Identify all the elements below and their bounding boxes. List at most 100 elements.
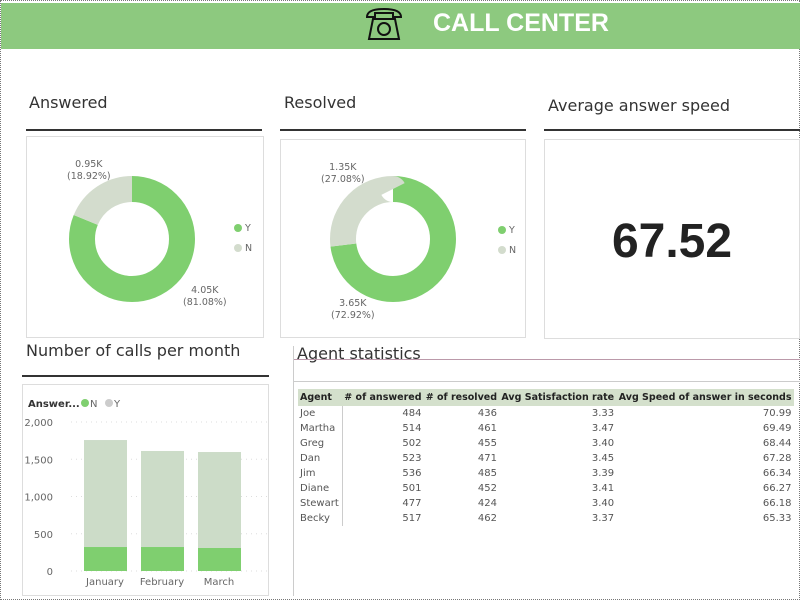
table-cell: 485 (477, 468, 498, 479)
table-cell: 65.33 (762, 513, 792, 524)
bar-Y-January[interactable] (84, 440, 127, 548)
divider (280, 129, 526, 131)
table-row: Jim 536 485 3.39 66.34 (298, 466, 794, 481)
table-cell: 436 (477, 408, 498, 419)
donut-slice-N[interactable] (330, 176, 456, 302)
table-row: Joe 484 436 3.33 70.99 (298, 406, 794, 421)
speed-title: Average answer speed (548, 96, 730, 115)
bar-N-March[interactable] (198, 547, 241, 571)
answered-donut-card: 0.95K (18.92%) 4.05K (81.08%) Y N (26, 136, 264, 338)
column-header[interactable]: Agent (298, 389, 342, 406)
legend-dot (81, 399, 89, 407)
header-banner (1, 3, 800, 49)
table-cell: 501 (402, 483, 422, 494)
y-tick-label: 1,000 (24, 493, 53, 504)
table-cell: 3.40 (591, 498, 615, 509)
legend-dot (105, 399, 113, 407)
table-cell: 471 (477, 453, 498, 464)
table-row: Stewart 477 424 3.40 66.18 (298, 496, 794, 511)
table-cell: Stewart (298, 496, 343, 511)
bar-Y-February[interactable] (141, 450, 184, 548)
phone-icon (365, 7, 403, 40)
bar-N-February[interactable] (141, 547, 184, 571)
legend-title: Answer... (28, 399, 80, 410)
legend-y: Y (234, 223, 251, 234)
column-header[interactable]: # of resolved (423, 389, 500, 406)
table-cell: 424 (477, 498, 498, 509)
table-cell: Dan (298, 451, 343, 466)
answered-y-label: 4.05K (81.08%) (183, 285, 227, 308)
table-row: Diane 501 452 3.41 66.27 (298, 481, 794, 496)
table-cell: 502 (402, 438, 422, 449)
resolved-y-label: 3.65K (72.92%) (331, 298, 375, 321)
table-cell: 3.33 (591, 408, 615, 419)
table-cell: Joe (298, 406, 343, 421)
table-cell: 514 (402, 423, 422, 434)
monthly-bar-chart: Answer... N Y 0 500 1,000 1,500 2,000 January Feb… (24, 399, 268, 588)
table-cell: 3.47 (591, 423, 615, 434)
x-tick-label: February (140, 577, 184, 588)
table-cell: 452 (477, 483, 498, 494)
table-cell: Jim (298, 466, 343, 481)
speed-value: 67.52 (611, 215, 733, 268)
column-header[interactable]: Avg Satisfaction rate (499, 389, 617, 406)
table-cell: 477 (402, 498, 422, 509)
table-cell: 70.99 (762, 408, 792, 419)
table-cell: 66.27 (762, 483, 792, 494)
monthly-title: Number of calls per month (26, 341, 241, 360)
table-cell: Becky (298, 511, 343, 526)
resolved-n-label: 1.35K (27.08%) (321, 162, 365, 185)
legend-label: Y (113, 399, 121, 410)
table-cell: 69.49 (762, 423, 792, 434)
table-cell: Greg (298, 436, 343, 451)
table-cell: 66.18 (762, 498, 792, 509)
legend-label: N (90, 399, 97, 410)
column-header[interactable]: Avg Speed of answer in seconds (616, 389, 794, 406)
answered-n-label: 0.95K (18.92%) (67, 159, 111, 182)
bar-N-January[interactable] (84, 547, 127, 571)
y-tick-label: 500 (34, 530, 53, 541)
table-cell: 523 (402, 453, 422, 464)
y-tick-label: 0 (47, 567, 53, 578)
legend-n: N (234, 243, 252, 254)
y-tick-label: 1,500 (24, 455, 53, 466)
table-cell: 3.40 (591, 438, 615, 449)
divider (293, 359, 800, 360)
answered-title: Answered (29, 93, 108, 112)
table-row: Dan 523 471 3.45 67.28 (298, 451, 794, 466)
table-cell: 536 (402, 468, 422, 479)
table-cell: Diane (298, 481, 343, 496)
table-cell: 461 (477, 423, 498, 434)
table-cell: 517 (402, 513, 422, 524)
agent-stats-table: Agent # of answered # of resolved Avg Satis… (298, 389, 794, 526)
x-tick-label: March (204, 577, 234, 588)
divider (544, 129, 800, 131)
resolved-donut (330, 176, 456, 302)
table-cell: 67.28 (762, 453, 792, 464)
column-header[interactable]: # of answered (342, 389, 424, 406)
legend-n: N (498, 245, 516, 256)
divider (293, 346, 294, 596)
y-tick-label: 2,000 (24, 418, 53, 429)
table-cell: Martha (298, 421, 343, 436)
table-row: Martha 514 461 3.47 69.49 (298, 421, 794, 436)
divider (26, 129, 262, 131)
table-row: Greg 502 455 3.40 68.44 (298, 436, 794, 451)
agents-title: Agent statistics (297, 344, 421, 363)
x-tick-label: January (85, 577, 124, 588)
divider (293, 381, 800, 382)
table-cell: 3.41 (591, 483, 615, 494)
table-cell: 484 (402, 408, 422, 419)
table-cell: 3.39 (591, 468, 615, 479)
speed-card: 67.52 (544, 139, 800, 339)
monthly-chart-card: Answer... N Y 0 500 1,000 1,500 2,000 January Feb… (22, 384, 269, 596)
table-cell: 3.37 (591, 513, 615, 524)
table-cell: 3.45 (591, 453, 615, 464)
page-title: CALL CENTER (433, 9, 609, 37)
bar-Y-March[interactable] (198, 452, 241, 548)
table-row: Becky 517 462 3.37 65.33 (298, 511, 794, 526)
table-cell: 66.34 (762, 468, 792, 479)
table-cell: 68.44 (762, 438, 792, 449)
donut-slice-N[interactable] (69, 176, 195, 302)
answered-donut (69, 176, 195, 302)
